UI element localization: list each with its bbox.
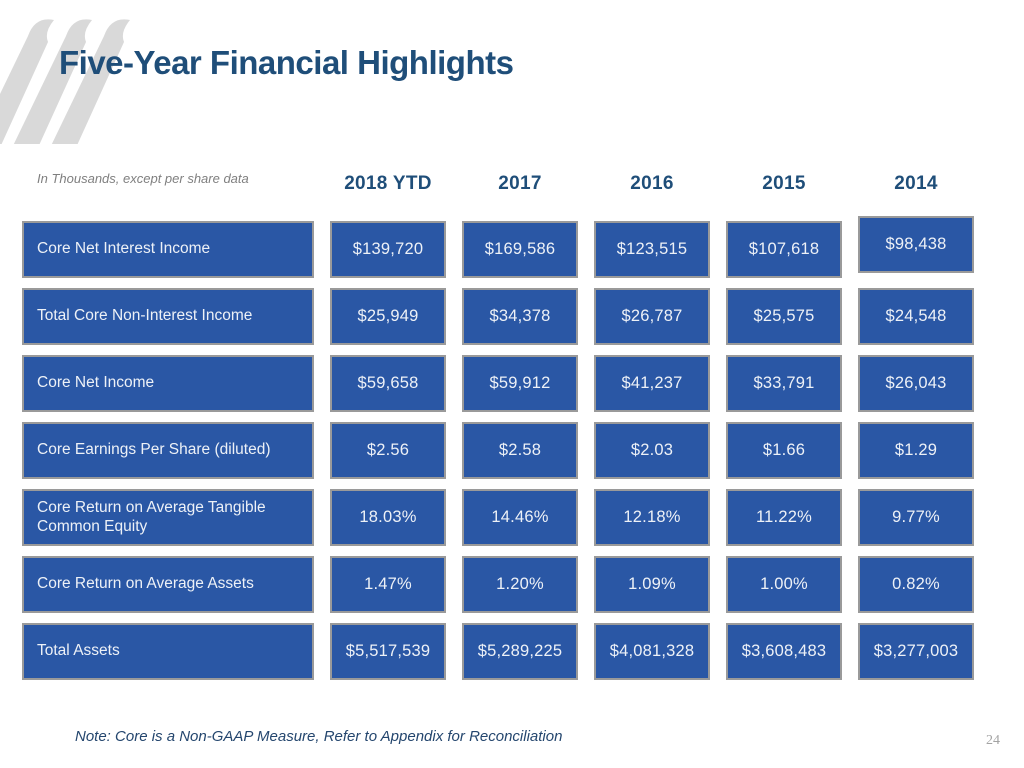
table-cell: 1.20%: [462, 556, 578, 613]
table-cell: $4,081,328: [594, 623, 710, 680]
row-label-core-roaa: Core Return on Average Assets: [22, 556, 314, 613]
financial-highlights-table: In Thousands, except per share data 2018…: [22, 168, 974, 680]
column-header-2018-ytd: 2018 YTD: [344, 173, 432, 194]
table-cell: $5,517,539: [330, 623, 446, 680]
row-label-total-core-non-interest-income: Total Core Non-Interest Income: [22, 288, 314, 345]
table-cell: $98,438: [858, 216, 974, 273]
table-cell: $169,586: [462, 221, 578, 278]
diagonal-stripes-logo-icon: [0, 19, 130, 144]
row-label-total-assets: Total Assets: [22, 623, 314, 680]
table-cell: $34,378: [462, 288, 578, 345]
table-cell: $5,289,225: [462, 623, 578, 680]
table-cell: 0.82%: [858, 556, 974, 613]
table-cell: $107,618: [726, 221, 842, 278]
table-cell: $139,720: [330, 221, 446, 278]
table-cell: $26,043: [858, 355, 974, 412]
table-cell: $41,237: [594, 355, 710, 412]
column-header-2014: 2014: [894, 173, 938, 194]
table-cell: $3,608,483: [726, 623, 842, 680]
row-label-core-net-income: Core Net Income: [22, 355, 314, 412]
row-label-core-eps-diluted: Core Earnings Per Share (diluted): [22, 422, 314, 479]
page-number: 24: [986, 733, 1000, 748]
row-label-core-net-interest-income: Core Net Interest Income: [22, 221, 314, 278]
non-gaap-footnote: Note: Core is a Non-GAAP Measure, Refer …: [75, 728, 563, 745]
table-cell: $25,575: [726, 288, 842, 345]
table-cell: $59,912: [462, 355, 578, 412]
table-cell: 18.03%: [330, 489, 446, 546]
table-cell: 12.18%: [594, 489, 710, 546]
units-note: In Thousands, except per share data: [37, 171, 249, 186]
table-cell: $3,277,003: [858, 623, 974, 680]
table-cell: $33,791: [726, 355, 842, 412]
column-header-2016: 2016: [630, 173, 674, 194]
table-cell: 11.22%: [726, 489, 842, 546]
table-cell: $2.58: [462, 422, 578, 479]
column-header-2017: 2017: [498, 173, 542, 194]
row-label-core-rotce: Core Return on Average Tangible Common E…: [22, 489, 314, 546]
table-cell: $59,658: [330, 355, 446, 412]
table-cell: $2.03: [594, 422, 710, 479]
table-cell: $26,787: [594, 288, 710, 345]
table-cell: 14.46%: [462, 489, 578, 546]
table-cell: $1.29: [858, 422, 974, 479]
page-title: Five-Year Financial Highlights: [59, 44, 514, 81]
table-cell: 1.47%: [330, 556, 446, 613]
table-cell: $1.66: [726, 422, 842, 479]
table-cell: 1.09%: [594, 556, 710, 613]
table-cell: $25,949: [330, 288, 446, 345]
table-cell: 1.00%: [726, 556, 842, 613]
table-cell: $2.56: [330, 422, 446, 479]
table-cell: $123,515: [594, 221, 710, 278]
column-header-2015: 2015: [762, 173, 806, 194]
table-cell: 9.77%: [858, 489, 974, 546]
table-cell: $24,548: [858, 288, 974, 345]
